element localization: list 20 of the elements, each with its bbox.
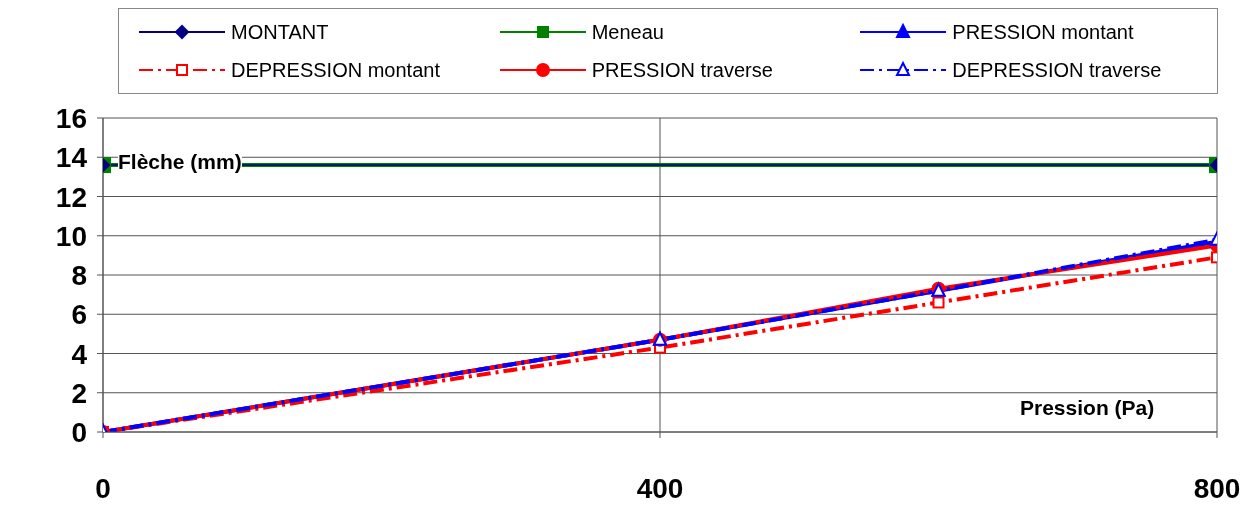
- legend-label: Meneau: [591, 20, 664, 44]
- legend-label: MONTANT: [231, 20, 329, 44]
- legend-label: DEPRESSION traverse: [952, 58, 1162, 82]
- y-tick-label: 0: [71, 417, 87, 448]
- x-tick-label: 800: [1193, 473, 1241, 504]
- x-tick-label: 400: [636, 473, 684, 504]
- y-tick-label: 14: [55, 142, 88, 174]
- y-tick-label: 12: [55, 181, 87, 213]
- legend-label: PRESSION montant: [952, 20, 1134, 44]
- y-tick-label: 2: [71, 377, 87, 409]
- y-tick-label: 8: [71, 260, 87, 291]
- y-axis-title: Flèche (mm): [118, 150, 242, 174]
- legend-label: DEPRESSION montant: [231, 58, 440, 82]
- y-tick-label: 10: [55, 220, 87, 252]
- y-tick-label: 4: [71, 338, 88, 370]
- x-tick-label: 0: [95, 473, 111, 504]
- y-tick-label: 6: [71, 299, 87, 331]
- x-axis-title: Pression (Pa): [1020, 396, 1155, 420]
- legend-label: PRESSION traverse: [591, 58, 773, 82]
- y-tick-label: 16: [55, 103, 87, 134]
